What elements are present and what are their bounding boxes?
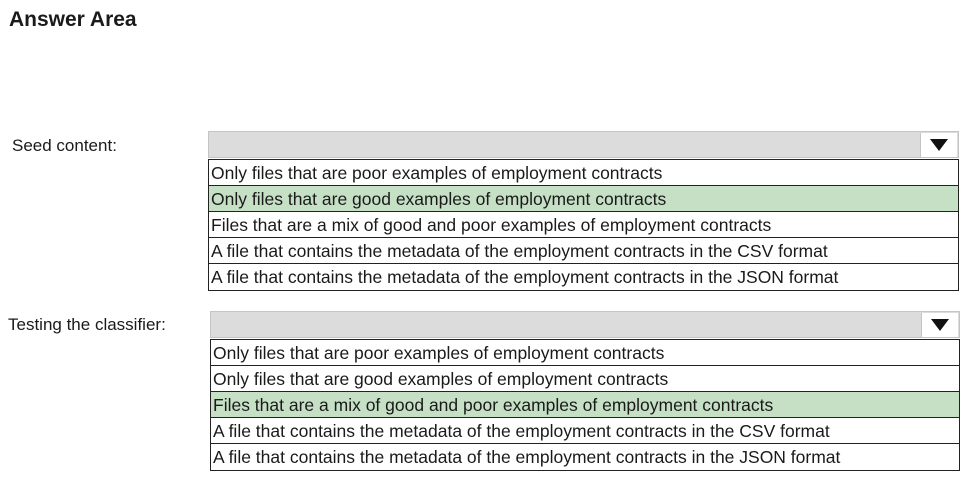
seed-options-list: Only files that are poor examples of emp… <box>208 159 959 291</box>
seed-option[interactable]: Only files that are poor examples of emp… <box>209 160 958 186</box>
testing-dropdown-button[interactable] <box>921 313 958 337</box>
triangle-down-icon <box>931 319 949 331</box>
seed-option[interactable]: A file that contains the metadata of the… <box>209 238 958 264</box>
testing-classifier-dropdown[interactable] <box>210 311 960 338</box>
seed-option-selected[interactable]: Only files that are good examples of emp… <box>209 186 958 212</box>
seed-option[interactable]: Files that are a mix of good and poor ex… <box>209 212 958 238</box>
seed-dropdown-button[interactable] <box>920 133 957 157</box>
page-title: Answer Area <box>9 8 137 31</box>
seed-option[interactable]: A file that contains the metadata of the… <box>211 267 839 287</box>
testing-option[interactable]: Only files that are poor examples of emp… <box>211 340 959 366</box>
seed-content-dropdown[interactable] <box>208 131 959 158</box>
testing-option[interactable]: Only files that are good examples of emp… <box>211 366 959 392</box>
seed-content-label: Seed content: <box>12 136 117 155</box>
testing-option[interactable]: A file that contains the metadata of the… <box>211 418 959 444</box>
triangle-down-icon <box>930 139 948 151</box>
testing-options-list: Only files that are poor examples of emp… <box>210 339 960 471</box>
testing-classifier-label: Testing the classifier: <box>8 315 166 334</box>
testing-option[interactable]: A file that contains the metadata of the… <box>213 447 841 467</box>
testing-option-selected[interactable]: Files that are a mix of good and poor ex… <box>211 392 959 418</box>
